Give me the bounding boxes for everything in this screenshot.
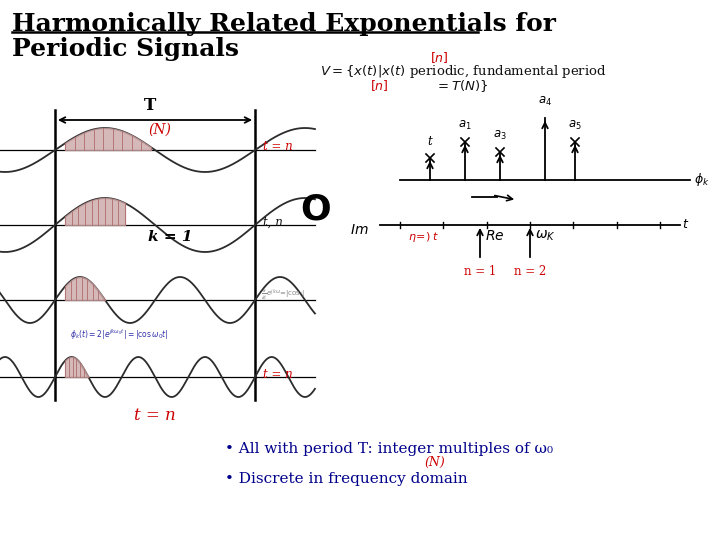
Text: $V = \{x(t)|x(t)$ periodic, fundamental period: $V = \{x(t)|x(t)$ periodic, fundamental … <box>320 63 606 80</box>
Text: t = n: t = n <box>263 140 293 153</box>
Text: • Discrete in frequency domain: • Discrete in frequency domain <box>225 472 467 486</box>
Text: $a_4$: $a_4$ <box>538 95 552 108</box>
Text: $[n]$: $[n]$ <box>370 78 389 93</box>
Text: $\mathbf{O}$: $\mathbf{O}$ <box>300 193 330 227</box>
Text: Periodic Signals: Periodic Signals <box>12 37 239 61</box>
Text: n = 1: n = 1 <box>464 265 496 278</box>
Text: $t$: $t$ <box>682 219 689 232</box>
Text: $[n]$: $[n]$ <box>430 50 449 65</box>
Text: $\phi_k$: $\phi_k$ <box>694 172 710 188</box>
Text: T: T <box>144 97 156 114</box>
Text: (N): (N) <box>425 456 446 469</box>
Text: $Im$: $Im$ <box>350 223 369 237</box>
Text: • All with period T: integer multiples of ω₀: • All with period T: integer multiples o… <box>225 442 553 456</box>
Text: t = n: t = n <box>263 368 293 381</box>
Text: $= T(N)\}$: $= T(N)\}$ <box>435 78 488 94</box>
Text: $a_1$: $a_1$ <box>458 119 472 132</box>
Text: $a_5$: $a_5$ <box>568 119 582 132</box>
Text: $\frac{\partial}{\partial t}e^{jk\omega}$=|cos·|: $\frac{\partial}{\partial t}e^{jk\omega}… <box>261 288 305 302</box>
Text: t = n: t = n <box>134 407 176 424</box>
Text: $\phi_k(t)=2|e^{jk\omega_0 t}|=|\cos\omega_0 t|$: $\phi_k(t)=2|e^{jk\omega_0 t}|=|\cos\ome… <box>70 328 168 342</box>
Text: $Re$: $Re$ <box>485 229 505 243</box>
Text: (N): (N) <box>148 123 171 137</box>
Text: $a_3$: $a_3$ <box>493 129 507 142</box>
Text: Harmonically Related Exponentials for: Harmonically Related Exponentials for <box>12 12 556 36</box>
Text: t: t <box>428 135 433 148</box>
Text: n = 2: n = 2 <box>514 265 546 278</box>
Text: k = 1: k = 1 <box>148 230 192 244</box>
Text: $\eta\!=\!)$ $t$: $\eta\!=\!)$ $t$ <box>408 230 440 244</box>
Text: $\omega_K$: $\omega_K$ <box>535 229 556 244</box>
Text: t, n: t, n <box>263 215 283 228</box>
